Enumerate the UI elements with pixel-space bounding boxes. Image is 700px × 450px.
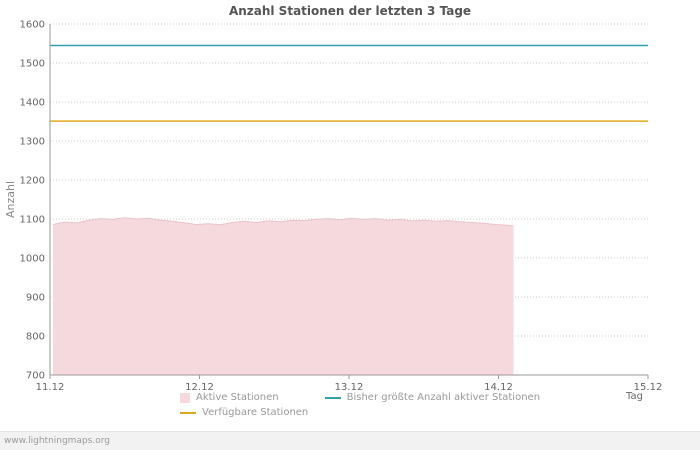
legend-label-max-active-stations: Bisher größte Anzahl aktiver Stationen <box>346 392 541 403</box>
legend-item-available-stations: Verfügbare Stationen <box>180 407 308 418</box>
chart-title: Anzahl Stationen der letzten 3 Tage <box>228 4 472 18</box>
legend-row-1: Aktive Stationen Bisher größte Anzahl ak… <box>180 392 586 403</box>
legend-swatch-active-stations <box>180 392 190 403</box>
legend-item-max-active-stations: Bisher größte Anzahl aktiver Stationen <box>324 392 541 403</box>
x-tick-label: 15.12 <box>634 382 663 393</box>
y-tick-label: 1500 <box>20 59 45 70</box>
legend-swatch-available-stations <box>180 411 196 414</box>
x-tick-label: 13.12 <box>335 382 364 393</box>
x-tick-label: 14.12 <box>484 382 513 393</box>
legend-item-active-stations: Aktive Stationen <box>180 392 279 403</box>
plot-area: 700 800 900 1000 1100 1200 1300 1400 1500 1600 11.… <box>20 20 663 394</box>
watermark: www.lightningmaps.org <box>4 436 110 446</box>
y-tick-label: 1600 <box>20 20 45 31</box>
legend-row-2: Verfügbare Stationen <box>180 407 586 418</box>
footer-bar: www.lightningmaps.org <box>0 431 700 450</box>
legend-swatch-max-active-stations <box>324 396 341 399</box>
x-tick-label: 12.12 <box>185 382 214 393</box>
active-stations-area <box>53 217 514 375</box>
y-tick-label: 700 <box>26 371 45 382</box>
y-tick-label: 800 <box>26 332 45 343</box>
legend: Aktive Stationen Bisher größte Anzahl ak… <box>180 392 586 418</box>
legend-label-active-stations: Aktive Stationen <box>196 392 279 403</box>
y-tick-label: 1300 <box>20 137 45 148</box>
y-tick-label: 1100 <box>20 215 45 226</box>
y-tick-label: 1400 <box>20 98 45 109</box>
x-tick-label: 11.12 <box>36 382 65 393</box>
legend-label-available-stations: Verfügbare Stationen <box>202 407 309 418</box>
y-tick-label: 900 <box>26 293 45 304</box>
y-tick-label: 1000 <box>20 254 45 265</box>
y-tick-label: 1200 <box>20 176 45 187</box>
active-stations-edge <box>52 217 514 227</box>
x-axis-title: Tag <box>626 391 643 402</box>
